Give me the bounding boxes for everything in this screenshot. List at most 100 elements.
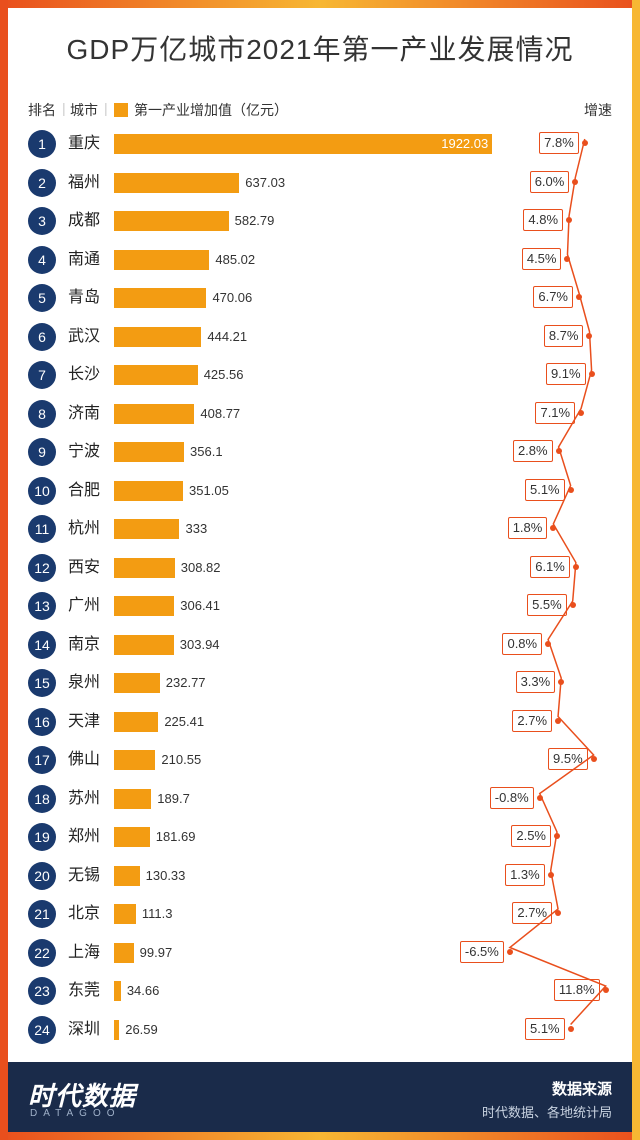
growth-dot-icon	[548, 872, 554, 878]
growth-zone: 1.3%	[502, 864, 612, 888]
bar-value: 130.33	[146, 866, 186, 886]
chart-card: GDP万亿城市2021年第一产业发展情况 排名 | 城市 | 第一产业增加值（亿…	[0, 0, 640, 1140]
city-label: 东莞	[68, 975, 100, 1007]
city-label: 杭州	[68, 513, 100, 545]
rank-badge: 9	[28, 438, 56, 466]
growth-label: 11.8%	[554, 979, 600, 1001]
rank-badge: 11	[28, 515, 56, 543]
bar-area: 485.02	[114, 250, 492, 270]
city-label: 青岛	[68, 282, 100, 314]
bar	[114, 712, 158, 732]
city-label: 武汉	[68, 321, 100, 353]
bar	[114, 173, 239, 193]
growth-label: 1.8%	[508, 517, 548, 539]
growth-zone: -6.5%	[502, 941, 612, 965]
table-row: 2福州637.036.0%	[28, 167, 612, 203]
city-label: 北京	[68, 898, 100, 930]
growth-label: 9.5%	[548, 748, 588, 770]
bar-area: 1922.03	[114, 134, 492, 154]
growth-zone: 9.1%	[502, 363, 612, 387]
table-row: 11 杭州 333 1.8%	[28, 513, 612, 549]
growth-dot-icon	[537, 795, 543, 801]
bar-value: 306.41	[180, 596, 220, 616]
table-row: 12西安308.826.1%	[28, 552, 612, 588]
table-row: 5青岛470.066.7%	[28, 282, 612, 318]
bar-area: 189.7	[114, 789, 492, 809]
city-label: 无锡	[68, 860, 100, 892]
city-label: 佛山	[68, 744, 100, 776]
growth-zone: -0.8%	[502, 787, 612, 811]
growth-dot-icon	[554, 833, 560, 839]
rank-badge: 19	[28, 823, 56, 851]
growth-zone: 4.5%	[502, 248, 612, 272]
growth-dot-icon	[576, 294, 582, 300]
rank-badge: 10	[28, 477, 56, 505]
growth-zone: 3.3%	[502, 671, 612, 695]
rank-badge: 4	[28, 246, 56, 274]
table-row: 16天津225.412.7%	[28, 706, 612, 742]
growth-label: 5.5%	[527, 594, 567, 616]
growth-label: 0.8%	[502, 633, 542, 655]
bar	[114, 750, 155, 770]
rank-badge: 24	[28, 1016, 56, 1044]
frame-border	[0, 0, 8, 1140]
city-label: 西安	[68, 552, 100, 584]
growth-zone: 2.5%	[502, 825, 612, 849]
bar-value: 356.1	[190, 442, 223, 462]
table-row: 6武汉444.218.7%	[28, 321, 612, 357]
city-label: 南通	[68, 244, 100, 276]
bar-value: 444.21	[207, 327, 247, 347]
growth-label: 2.5%	[511, 825, 551, 847]
table-row: 24深圳26.595.1%	[28, 1014, 612, 1050]
bar-area: 444.21	[114, 327, 492, 347]
rank-badge: 1	[28, 130, 56, 158]
table-row: 21北京111.32.7%	[28, 898, 612, 934]
legend-swatch	[114, 103, 128, 117]
growth-dot-icon	[507, 949, 513, 955]
city-label: 成都	[68, 205, 100, 237]
growth-label: 6.7%	[533, 286, 573, 308]
growth-label: 4.5%	[522, 248, 562, 270]
bar	[114, 327, 201, 347]
bar-value: 485.02	[215, 250, 255, 270]
bar	[114, 365, 198, 385]
rank-badge: 3	[28, 207, 56, 235]
bar-value: 303.94	[180, 635, 220, 655]
bar-value: 111.3	[142, 904, 173, 924]
growth-zone: 7.1%	[502, 402, 612, 426]
rank-badge: 22	[28, 939, 56, 967]
bar	[114, 134, 492, 154]
growth-label: 2.7%	[512, 710, 552, 732]
growth-dot-icon	[555, 910, 561, 916]
growth-dot-icon	[550, 525, 556, 531]
city-label: 泉州	[68, 667, 100, 699]
bar-value: 470.06	[212, 288, 252, 308]
chart-rows: 1重庆1922.037.8%2福州637.036.0%3成都582.794.8%…	[28, 128, 612, 1050]
growth-label: -6.5%	[460, 941, 504, 963]
bar-area: 408.77	[114, 404, 492, 424]
growth-label: 6.1%	[530, 556, 570, 578]
table-row: 7长沙425.569.1%	[28, 359, 612, 395]
bar-value: 34.66	[127, 981, 160, 1001]
growth-label: 5.1%	[525, 1018, 565, 1040]
city-label: 福州	[68, 167, 100, 199]
header-separator: |	[104, 100, 108, 116]
growth-zone: 9.5%	[502, 748, 612, 772]
growth-label: -0.8%	[490, 787, 534, 809]
rank-badge: 14	[28, 631, 56, 659]
footer: 时代数据 DATAGOO 数据来源 时代数据、各地统计局	[8, 1062, 632, 1132]
table-row: 8济南408.777.1%	[28, 398, 612, 434]
table-row: 14南京303.940.8%	[28, 629, 612, 665]
rank-badge: 7	[28, 361, 56, 389]
growth-zone: 5.1%	[502, 1018, 612, 1042]
growth-label: 1.3%	[505, 864, 545, 886]
bar-area: 356.1	[114, 442, 492, 462]
chart-title: GDP万亿城市2021年第一产业发展情况	[0, 28, 640, 68]
growth-label: 6.0%	[530, 171, 570, 193]
bar-value: 210.55	[161, 750, 201, 770]
city-label: 深圳	[68, 1014, 100, 1046]
growth-label: 7.8%	[539, 132, 579, 154]
growth-dot-icon	[573, 564, 579, 570]
bar-value: 333	[185, 519, 207, 539]
footer-source-title: 数据来源	[552, 1078, 612, 1099]
